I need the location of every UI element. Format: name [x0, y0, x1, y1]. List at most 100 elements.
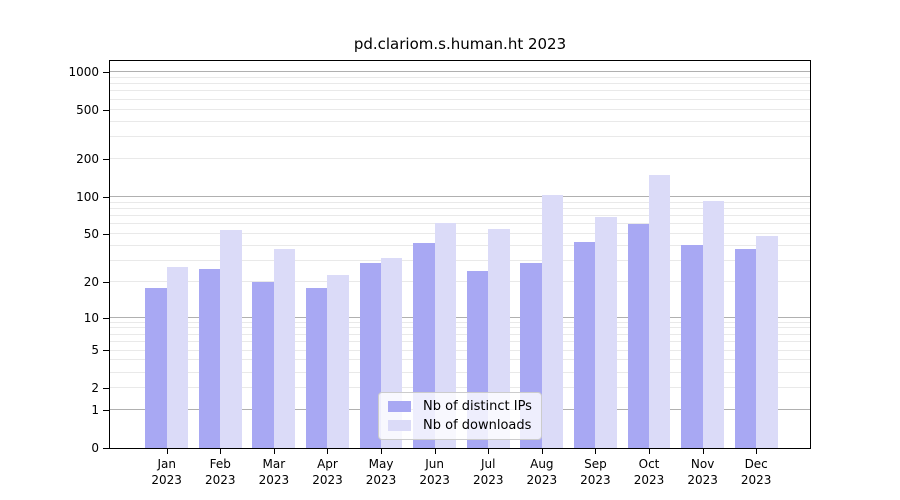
- x-tick-mark: [220, 448, 222, 454]
- x-tick-year: 2023: [312, 473, 343, 487]
- x-tick-month: Aug: [530, 457, 554, 471]
- gridline-minor: [110, 215, 810, 217]
- x-tick-year: 2023: [151, 473, 182, 487]
- y-tick-label: 20: [83, 275, 99, 290]
- y-tick-mark: [103, 109, 110, 111]
- x-tick-year: 2023: [580, 473, 611, 487]
- y-tick-label: 200: [76, 152, 99, 167]
- bar-distinct-ips: [627, 224, 649, 448]
- gridline-minor: [110, 223, 810, 225]
- gridline-minor: [110, 201, 810, 203]
- bar-downloads: [649, 174, 671, 448]
- gridline-minor: [110, 233, 810, 235]
- x-tick-mark: [541, 448, 543, 454]
- gridline-minor: [110, 341, 810, 343]
- x-tick-year: 2023: [526, 473, 558, 487]
- y-tick-mark: [103, 72, 110, 74]
- legend-label-downloads: Nb of downloads: [423, 418, 532, 433]
- x-tick-mark: [166, 448, 168, 454]
- gridline-major: [110, 316, 810, 318]
- legend-item-distinct-ips: Nb of distinct IPs: [388, 399, 532, 414]
- legend-swatch-downloads-icon: [388, 420, 411, 431]
- x-tick-month: Jul: [480, 457, 496, 471]
- bar-distinct-ips: [359, 262, 382, 448]
- gridline-minor: [110, 371, 810, 373]
- x-tick-year: 2023: [419, 473, 450, 487]
- bar-downloads: [327, 275, 349, 448]
- y-tick-mark: [103, 410, 110, 412]
- y-tick-label: 50: [83, 227, 99, 242]
- x-tick-month: May: [368, 457, 394, 471]
- x-tick-mark: [273, 448, 275, 454]
- bar-distinct-ips: [252, 282, 274, 448]
- bar-downloads: [702, 200, 724, 448]
- bar-downloads: [434, 222, 457, 448]
- gridline-minor: [110, 158, 810, 160]
- y-tick-label: 500: [76, 102, 99, 117]
- gridline-minor: [110, 120, 810, 122]
- x-tick-mark: [649, 448, 650, 454]
- x-tick-month: Nov: [690, 457, 715, 471]
- plot-area: Nb of distinct IPs Nb of downloads: [109, 60, 811, 449]
- bar-distinct-ips: [574, 242, 596, 448]
- x-tick-month: Sep: [584, 457, 607, 471]
- gridline-minor: [110, 327, 810, 329]
- gridline-minor: [110, 136, 810, 138]
- x-tick-year: 2023: [258, 473, 290, 487]
- gridline-minor: [110, 108, 810, 110]
- x-tick-month: Mar: [262, 457, 286, 471]
- y-tick-label: 100: [76, 189, 99, 204]
- gridline-minor: [110, 321, 810, 323]
- gridline-minor: [110, 349, 810, 351]
- gridline-minor: [110, 387, 810, 389]
- y-tick-mark: [103, 282, 110, 284]
- legend-item-downloads: Nb of downloads: [388, 418, 532, 433]
- x-tick-mark: [381, 448, 383, 454]
- x-tick-year: 2023: [633, 473, 665, 487]
- x-tick-month: Feb: [209, 457, 231, 471]
- x-tick-month: Oct: [638, 457, 660, 471]
- x-tick-mark: [595, 448, 597, 454]
- gridline-minor: [110, 76, 810, 78]
- bar-distinct-ips: [681, 244, 703, 448]
- gridline-minor: [110, 83, 810, 85]
- x-tick-mark: [434, 448, 436, 454]
- bar-downloads: [595, 216, 617, 448]
- x-tick-month: Jun: [425, 457, 445, 471]
- gridline-minor: [110, 281, 810, 283]
- y-tick-mark: [103, 234, 110, 236]
- chart-title: pd.clariom.s.human.ht 2023: [353, 35, 567, 53]
- gridline-minor: [110, 359, 810, 361]
- bar-distinct-ips: [145, 287, 167, 448]
- gridline-minor: [110, 98, 810, 100]
- bar-downloads: [541, 194, 564, 448]
- x-tick-month: Dec: [744, 457, 768, 471]
- y-tick-mark: [103, 159, 110, 161]
- bar-downloads: [756, 236, 778, 448]
- gridline-major: [110, 71, 810, 73]
- y-tick-label: 2: [91, 381, 99, 396]
- bar-distinct-ips: [306, 287, 328, 448]
- gridline-minor: [110, 90, 810, 92]
- y-tick-label: 5: [91, 343, 99, 358]
- y-tick-label: 10: [83, 310, 99, 325]
- y-tick-mark: [103, 350, 110, 352]
- gridline-minor: [110, 260, 810, 262]
- legend-label-distinct-ips: Nb of distinct IPs: [423, 399, 532, 414]
- x-tick-mark: [488, 448, 490, 454]
- legend: Nb of distinct IPs Nb of downloads: [378, 392, 542, 440]
- legend-swatch-ips-icon: [388, 401, 411, 412]
- gridline-minor: [110, 333, 810, 335]
- bar-distinct-ips: [198, 268, 221, 448]
- gridline-minor: [110, 244, 810, 246]
- gridline-minor: [110, 207, 810, 209]
- x-tick-month: Jan: [157, 457, 176, 471]
- bar-downloads: [166, 266, 189, 448]
- y-tick-label: 0: [91, 441, 99, 455]
- x-tick-mark: [756, 448, 758, 454]
- y-tick-mark: [103, 317, 110, 319]
- y-tick-mark: [103, 448, 110, 449]
- x-tick-mark: [327, 448, 329, 454]
- bar-downloads: [220, 229, 242, 448]
- gridline-major: [110, 195, 810, 197]
